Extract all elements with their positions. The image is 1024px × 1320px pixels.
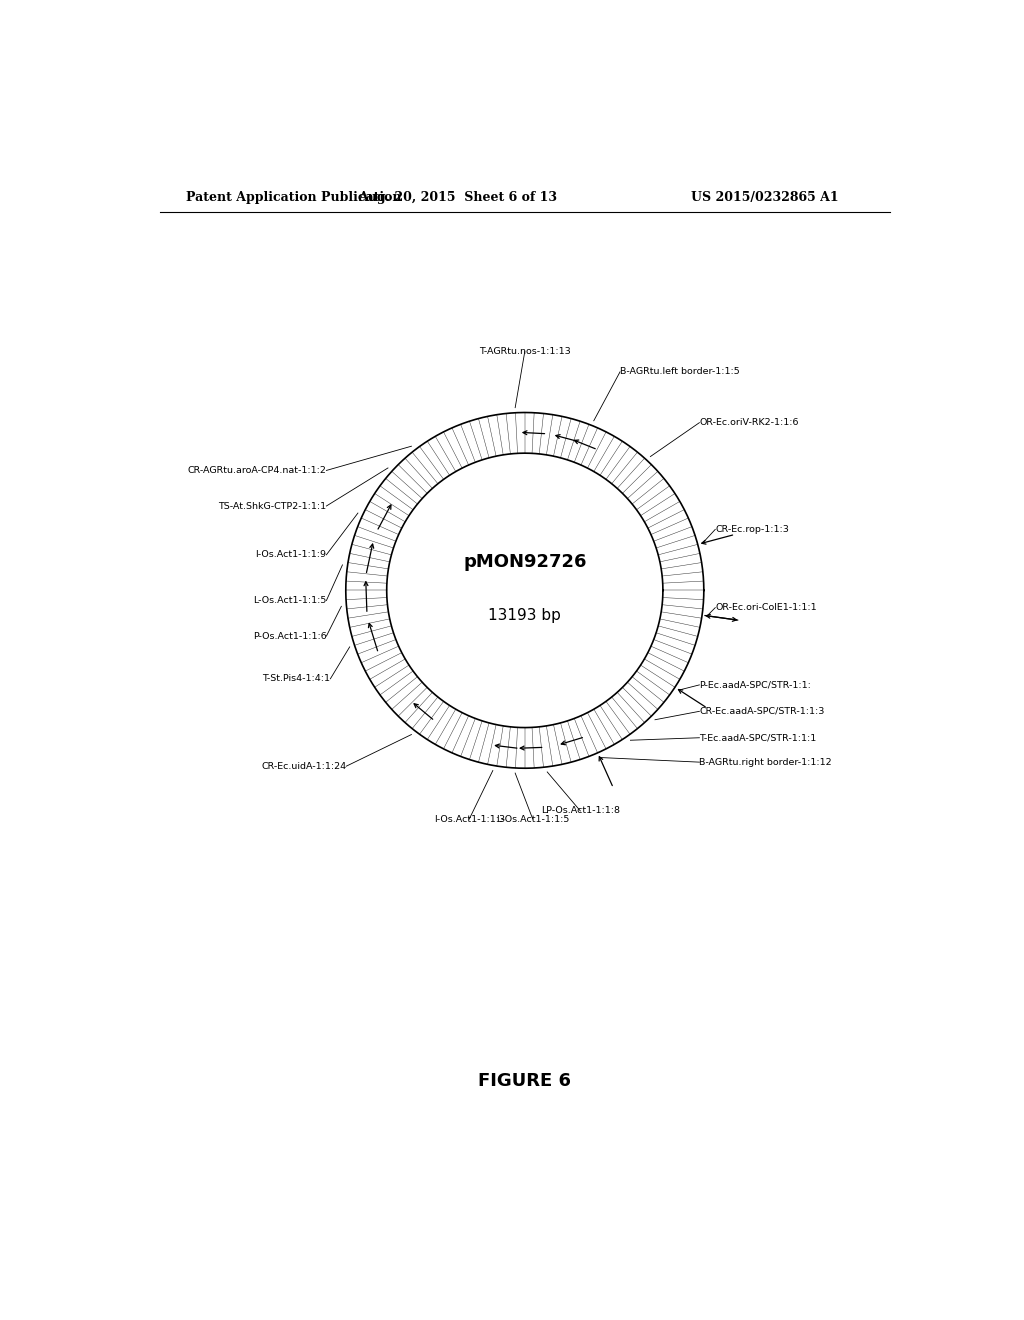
Text: CR-AGRtu.aroA-CP4.nat-1:1:2: CR-AGRtu.aroA-CP4.nat-1:1:2	[187, 466, 327, 475]
Text: 13193 bp: 13193 bp	[488, 609, 561, 623]
Text: US 2015/0232865 A1: US 2015/0232865 A1	[690, 190, 839, 203]
Text: T-AGRtu.nos-1:1:13: T-AGRtu.nos-1:1:13	[479, 347, 570, 356]
Text: Aug. 20, 2015  Sheet 6 of 13: Aug. 20, 2015 Sheet 6 of 13	[357, 190, 557, 203]
Text: B-AGRtu.left border-1:1:5: B-AGRtu.left border-1:1:5	[620, 367, 739, 376]
Text: T-St.Pis4-1:4:1: T-St.Pis4-1:4:1	[262, 675, 331, 684]
Text: P-Ec.aadA-SPC/STR-1:1:: P-Ec.aadA-SPC/STR-1:1:	[699, 680, 811, 689]
Text: L-Os.Act1-1:1:5: L-Os.Act1-1:1:5	[253, 597, 327, 605]
Text: I-Os.Act1-1:1:3: I-Os.Act1-1:1:3	[434, 814, 505, 824]
Text: I-Os.Act1-1:1:9: I-Os.Act1-1:1:9	[255, 550, 327, 560]
Text: P-Os.Act1-1:1:6: P-Os.Act1-1:1:6	[253, 631, 327, 640]
Text: Patent Application Publication: Patent Application Publication	[186, 190, 401, 203]
Text: CR-Ec.aadA-SPC/STR-1:1:3: CR-Ec.aadA-SPC/STR-1:1:3	[699, 706, 824, 715]
Text: OR-Ec.ori-ColE1-1:1:1: OR-Ec.ori-ColE1-1:1:1	[715, 603, 817, 612]
Text: CR-Ec.uidA-1:1:24: CR-Ec.uidA-1:1:24	[261, 762, 346, 771]
Text: FIGURE 6: FIGURE 6	[478, 1072, 571, 1090]
Text: B-AGRtu.right border-1:1:12: B-AGRtu.right border-1:1:12	[699, 758, 833, 767]
Text: TS-At.ShkG-CTP2-1:1:1: TS-At.ShkG-CTP2-1:1:1	[218, 502, 327, 511]
Text: L-Os.Act1-1:1:5: L-Os.Act1-1:1:5	[496, 814, 569, 824]
Text: T-Ec.aadA-SPC/STR-1:1:1: T-Ec.aadA-SPC/STR-1:1:1	[699, 733, 817, 742]
Text: LP-Os.Act1-1:1:8: LP-Os.Act1-1:1:8	[541, 807, 620, 816]
Text: OR-Ec.oriV-RK2-1:1:6: OR-Ec.oriV-RK2-1:1:6	[699, 418, 799, 428]
Text: pMON92726: pMON92726	[463, 553, 587, 572]
Text: CR-Ec.rop-1:1:3: CR-Ec.rop-1:1:3	[715, 525, 790, 533]
